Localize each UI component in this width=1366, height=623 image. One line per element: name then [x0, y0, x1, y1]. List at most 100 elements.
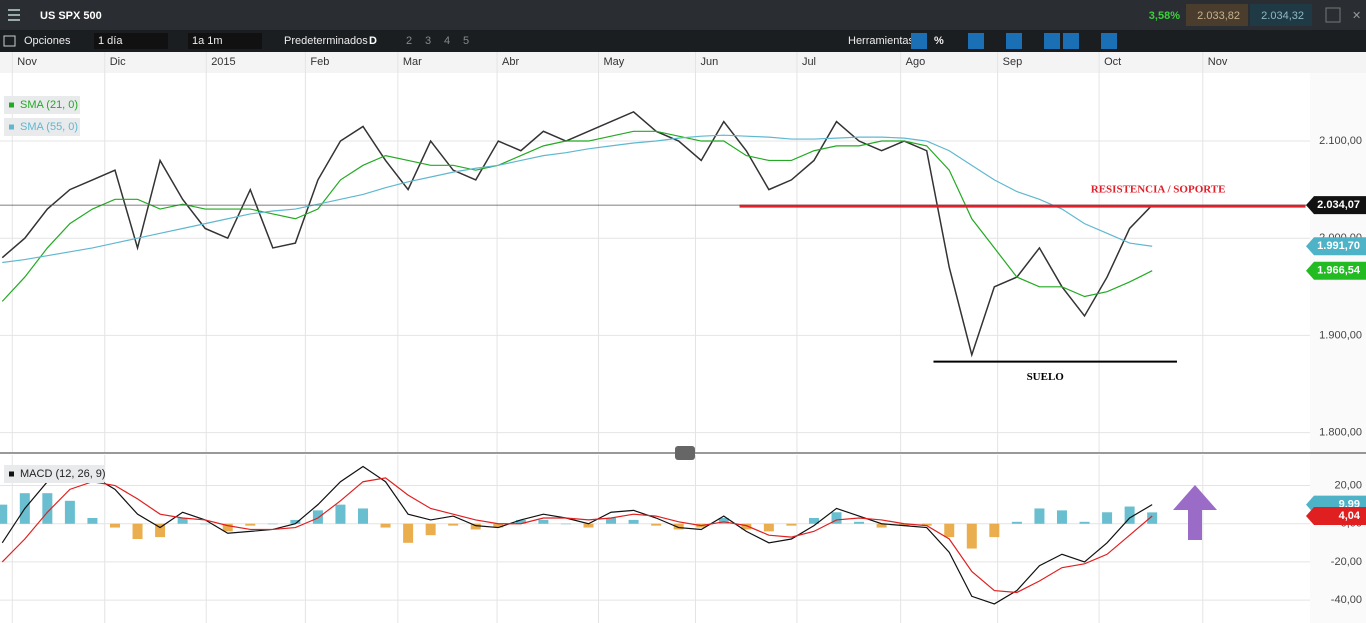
series-line — [1, 130, 1153, 302]
options[interactable]: Opciones — [24, 35, 71, 47]
preset[interactable]: Predeterminados — [284, 35, 368, 47]
legend-title: MACD (12, 26, 9) — [20, 468, 106, 480]
x-tick-label: Sep — [1003, 56, 1023, 68]
layout-button[interactable]: 3 — [425, 35, 431, 47]
price-tag-label: 4,04 — [1339, 510, 1361, 522]
histogram-bar — [87, 518, 98, 524]
histogram-bar — [899, 523, 910, 526]
series-line — [1, 477, 1153, 594]
histogram-bar — [448, 523, 459, 526]
sell-button[interactable] — [1186, 4, 1248, 26]
percent-tool[interactable]: % — [934, 35, 944, 47]
options-icon — [3, 35, 16, 47]
histogram-bar — [808, 518, 819, 524]
histogram-bar — [651, 523, 662, 526]
interval[interactable]: 1 día — [98, 35, 123, 47]
x-tick-label: May — [604, 56, 625, 68]
histogram-bar — [944, 523, 955, 538]
price-tag — [1306, 237, 1366, 256]
legend-box — [4, 96, 80, 114]
legend-box — [4, 118, 80, 136]
range-select[interactable] — [188, 33, 262, 49]
sell-price[interactable]: 2.033,82 — [1197, 10, 1240, 22]
histogram-bar — [786, 523, 797, 526]
layout-button[interactable]: 4 — [444, 35, 450, 47]
x-tick-label: Feb — [310, 56, 329, 68]
x-tick-label: Jul — [802, 56, 816, 68]
histogram-bar — [177, 518, 188, 524]
histogram-bar — [831, 512, 842, 524]
histogram-bar — [854, 521, 865, 524]
histogram-bar — [1147, 512, 1158, 524]
histogram-bar — [583, 523, 594, 528]
series-line — [1, 110, 1153, 358]
histogram-bar — [741, 523, 752, 530]
histogram-bar — [155, 523, 166, 538]
histogram-bar — [1056, 510, 1067, 524]
x-tick-label: Jun — [700, 56, 718, 68]
panel-resize[interactable] — [675, 446, 695, 460]
histogram-bar — [335, 504, 346, 524]
histogram-bar — [1034, 508, 1045, 524]
x-tick-label: Ago — [906, 56, 926, 68]
layout-button[interactable]: 5 — [463, 35, 469, 47]
series-line — [1, 465, 1153, 605]
window-button[interactable] — [1325, 7, 1341, 23]
histogram-bar — [42, 493, 53, 524]
x-tick-label: Abr — [502, 56, 519, 68]
price-tag-label: 1.966,54 — [1317, 265, 1361, 277]
histogram-bar — [718, 518, 729, 524]
histogram-bar — [515, 519, 526, 524]
histogram-bar — [109, 523, 120, 528]
histogram-bar — [1102, 512, 1113, 524]
histogram-bar — [132, 523, 143, 539]
toolbar — [0, 30, 1366, 52]
header-bar — [0, 0, 1366, 30]
histogram-bar — [493, 523, 504, 528]
change: 3,58% — [1149, 10, 1180, 22]
y-tick-label: 1.800,00 — [1319, 426, 1362, 438]
histogram-bar — [222, 523, 233, 532]
price-axis-bg — [1310, 73, 1366, 623]
histogram-bar — [1124, 506, 1135, 524]
tools: Herramientas — [848, 35, 915, 47]
interval-select[interactable] — [94, 33, 168, 49]
buy-button[interactable] — [1250, 4, 1312, 26]
legend-swatch — [9, 471, 14, 477]
histogram-bar — [606, 518, 617, 524]
y-tick-label: 2.100,00 — [1319, 135, 1362, 147]
price-tag — [1306, 507, 1366, 526]
histogram-bar — [560, 523, 571, 525]
layout-button[interactable]: 2 — [406, 35, 412, 47]
price-tag — [1306, 261, 1366, 280]
price-tag — [1306, 196, 1366, 215]
histogram-bar — [312, 510, 323, 524]
histogram-bar — [673, 523, 684, 530]
histogram-bar — [245, 523, 256, 526]
price-tag-label: 1.991,70 — [1317, 240, 1360, 252]
layout-button[interactable]: D — [369, 35, 377, 47]
annotation-text: RESISTENCIA / SOPORTE — [1091, 184, 1226, 196]
x-tick-label: Oct — [1104, 56, 1121, 68]
x-tick-label: Nov — [17, 56, 37, 68]
legend-swatch — [9, 124, 14, 130]
histogram-bar — [200, 523, 211, 525]
buy-price[interactable]: 2.034,32 — [1261, 10, 1304, 22]
tool-buttons[interactable] — [968, 33, 1117, 49]
up-arrow — [1173, 485, 1217, 540]
close-button[interactable]: ✕ — [1352, 10, 1361, 22]
range[interactable]: 1a 1m — [192, 35, 223, 47]
histogram-bar — [380, 523, 391, 528]
histogram-bar — [628, 519, 639, 524]
histogram-bar — [425, 523, 436, 536]
legend-entry: SMA (55, 0) — [20, 121, 78, 133]
symbol[interactable]: US SPX 500 — [40, 10, 102, 22]
annotation-text: SUELO — [1027, 371, 1065, 383]
x-tick-label: Mar — [403, 56, 422, 68]
y-tick-label: 1.900,00 — [1319, 329, 1362, 341]
menu-icon[interactable] — [8, 9, 20, 21]
tool-button[interactable] — [911, 33, 927, 49]
histogram-bar — [1079, 521, 1090, 524]
